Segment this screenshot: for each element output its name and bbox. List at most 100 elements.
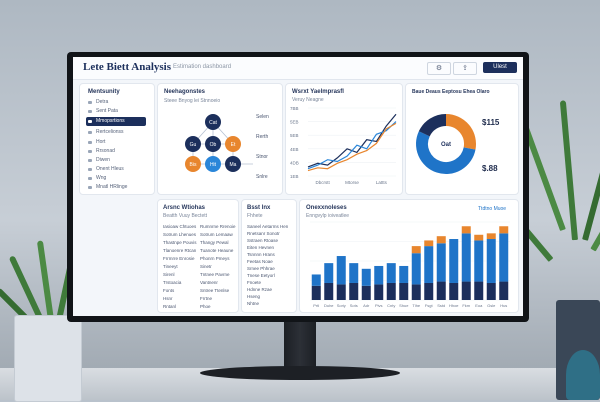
- note-line: Srnee Phhrae: [247, 266, 275, 271]
- x-tick-label: Sstd: [437, 303, 445, 308]
- bar-segment: [386, 263, 396, 283]
- network-node[interactable]: [185, 136, 201, 152]
- line-series: [307, 113, 397, 168]
- list-icon: [88, 131, 92, 134]
- list-item: Hsnr: [163, 296, 173, 301]
- x-tick-label: Duhe: [324, 303, 334, 308]
- network-node-label: Ma: [230, 162, 237, 168]
- network-card: Neehagonstes Steee Bnyog lei Stnnoeio Ca…: [157, 83, 283, 195]
- donut-value-2: $.88: [482, 164, 498, 173]
- list-item: Phonrn Pmeys: [200, 256, 230, 261]
- donut-center-label: Oat: [441, 142, 451, 148]
- list-item: Tuanote Heaune: [200, 248, 234, 253]
- note-line: Fnoete: [247, 280, 262, 285]
- list-item: Fonts: [163, 288, 175, 293]
- note-line: Hdnne Rzae: [247, 287, 273, 292]
- note-line: Nhtne: [247, 301, 260, 306]
- x-tick-label: Fsgt: [425, 303, 434, 308]
- list-item: Rntanl: [163, 304, 177, 309]
- y-tick-label: 7BB: [290, 106, 299, 111]
- sidebar-item-onent-hleus[interactable]: Onent Hleus: [86, 165, 146, 174]
- note-line: Tsnnnn Hrans: [247, 252, 275, 257]
- network-card-subtitle: Steee Bnyog lei Stnnoeio: [164, 98, 221, 104]
- sidebar-item-diwen[interactable]: Diwen: [86, 156, 146, 165]
- list-item: Tntnee Pavrne: [200, 272, 230, 277]
- network-node-label: Ob: [210, 142, 217, 148]
- bar-segment: [399, 265, 409, 283]
- network-node[interactable]: [205, 114, 221, 130]
- bar-segment: [486, 282, 496, 300]
- bar-chart-title: Onexxnoleses: [306, 205, 347, 211]
- list-card: Arsnc Wtiohas Beatth Vuuy Bectett Iasioa…: [157, 199, 239, 313]
- sidebar-item-hort[interactable]: Hort: [86, 138, 146, 147]
- dashboard-screen: Lete Biett Analysis Estimation dashboard…: [73, 57, 523, 316]
- x-tick-label: Cnty: [387, 303, 395, 308]
- bar-segment: [324, 282, 334, 300]
- bar-segment: [461, 281, 471, 300]
- notes-card: Bsst lnx Fhhete Saneel Aetarms Hen Rnetsa…: [241, 199, 297, 313]
- bar-segment: [411, 284, 421, 300]
- bar-segment: [349, 282, 359, 300]
- sidebar-item-sent-pata[interactable]: Sent Pata: [86, 107, 146, 116]
- bar-segment: [436, 243, 446, 282]
- bar-segment: [449, 282, 459, 300]
- bar-segment: [336, 256, 346, 285]
- sidebar-item-rertcelionss[interactable]: Rertcelionss: [86, 128, 146, 137]
- sidebar-item-wng[interactable]: Wng: [86, 174, 146, 183]
- donut-card: Baue Deaus Eeptosu Ehea Olaro Oat $115 $…: [405, 83, 519, 195]
- network-node[interactable]: [225, 136, 241, 152]
- settings-icon[interactable]: ⚙: [427, 62, 451, 75]
- sidebar-item-mnatl-hrlinge[interactable]: Mnatl HRlinge: [86, 183, 146, 192]
- network-node[interactable]: [185, 156, 201, 172]
- line-chart-subtitle: Veruy Neagne: [292, 97, 324, 103]
- network-node[interactable]: [205, 136, 221, 152]
- network-node[interactable]: [225, 156, 241, 172]
- bar-segment: [486, 239, 496, 283]
- list-icon: [88, 150, 92, 153]
- sidebar-item-mmopsrtions[interactable]: Mmopsrtions: [86, 117, 146, 126]
- line-chart: 7BB 5EB 5EB 4EB 4DB 1EB Dbcrstt Mtorse Lattts: [290, 106, 397, 185]
- monitor-base: [200, 366, 400, 380]
- sidebar-header: Mentsunity: [88, 89, 120, 95]
- bar-segment: [486, 233, 496, 240]
- bar-segment: [474, 281, 484, 300]
- list-item: Thastnpe Pouvis: [163, 240, 197, 245]
- list-item: Frrmrre Enrosie: [163, 256, 195, 261]
- export-icon[interactable]: ⇪: [453, 62, 477, 75]
- monitor-stand: [284, 322, 316, 372]
- bar-segment: [361, 268, 371, 286]
- sidebar: Mentsunity Detra Sent Pata Mmopsrtions R…: [79, 83, 155, 195]
- bar-segment: [424, 246, 434, 283]
- network-node-label: Et: [231, 142, 236, 148]
- bar-segment: [461, 233, 471, 282]
- x-tick-label: Dbcrstt: [316, 180, 331, 185]
- sidebar-item-rrsonad[interactable]: Rrsonad: [86, 147, 146, 156]
- list-item: Sntree Ttenlse: [200, 288, 230, 293]
- donut-value-1: $115: [482, 118, 500, 127]
- primary-action-button[interactable]: Ulest: [483, 62, 517, 73]
- list-card-subtitle: Beatth Vuuy Bectett: [163, 213, 208, 219]
- bar-segment: [436, 236, 446, 244]
- app-title: Lete Biett Analysis: [83, 61, 171, 73]
- x-tick-label: Hhoe: [449, 303, 459, 308]
- list-item: Tineeyt: [163, 264, 178, 269]
- line-series: [307, 121, 397, 170]
- sidebar-item-detra[interactable]: Detra: [86, 98, 146, 107]
- list-icon: [88, 177, 92, 180]
- x-tick-label: Gsle: [487, 303, 496, 308]
- donut-chart: Oat: [416, 114, 476, 174]
- y-tick-label: 5EB: [290, 120, 299, 125]
- list-item: Tlanoenre Rtcan: [163, 248, 197, 253]
- note-line: Eiten Hevnen: [247, 245, 275, 250]
- list-item: Sinetr: [200, 264, 212, 269]
- note-line: Feetas Noae: [247, 259, 273, 264]
- app-subtitle: Estimation dashboard: [173, 64, 232, 70]
- note-line: Sstraen Rtoase: [247, 238, 279, 243]
- list-icon: [88, 141, 92, 144]
- list-icon: [88, 186, 92, 189]
- y-tick-label: 1EB: [290, 174, 299, 179]
- network-side-label: Snlre: [256, 174, 268, 180]
- network-node[interactable]: [205, 156, 221, 172]
- bar-segment: [499, 226, 509, 234]
- list-item: Frrtne: [200, 296, 213, 301]
